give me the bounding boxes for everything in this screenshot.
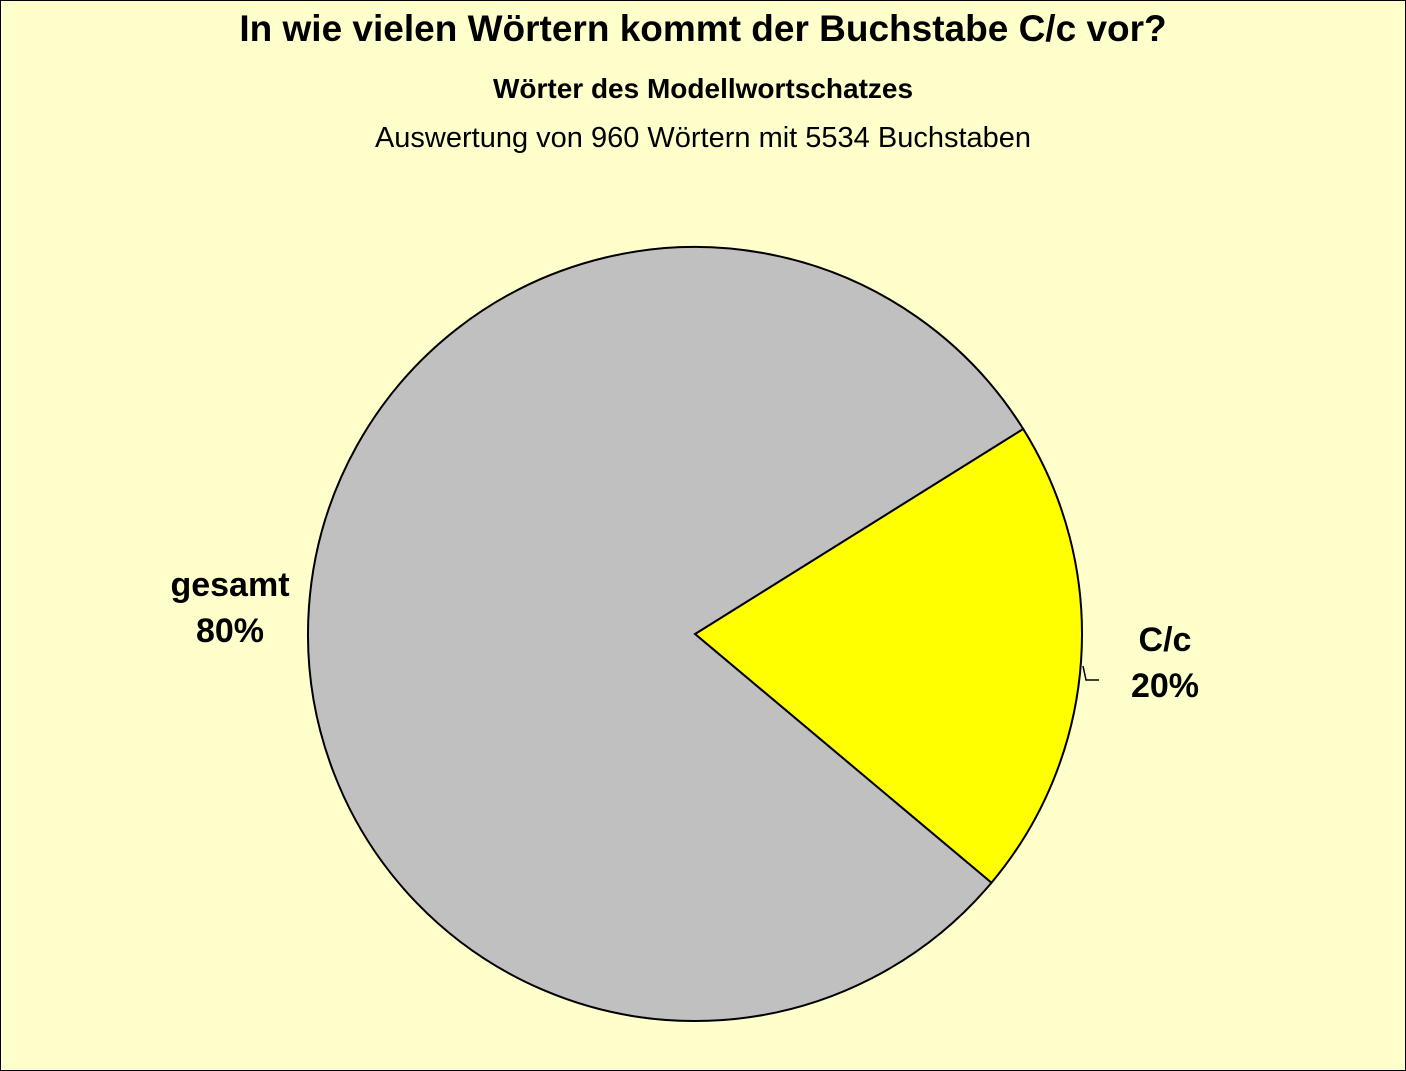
chart-subtitle-2: Auswertung von 960 Wörtern mit 5534 Buch… [374, 122, 1032, 154]
slice-label-cc-value: 20% [1130, 667, 1200, 705]
chart-title: In wie vielen Wörtern kommt der Buchstab… [239, 8, 1167, 49]
pie-slice-gesamt [307, 246, 1025, 1022]
leader-line-cc [1082, 665, 1099, 681]
slice-label-cc: C/c 20% [1110, 617, 1220, 709]
slice-label-gesamt-name: gesamt [170, 566, 290, 604]
slice-label-gesamt-value: 80% [195, 612, 265, 650]
slice-label-cc-name: C/c [1138, 621, 1192, 659]
chart-subtitle: Wörter des Modellwortschatzes [492, 73, 914, 104]
slice-label-gesamt: gesamt 80% [150, 562, 310, 654]
pie-slice-c-c [693, 427, 1083, 885]
